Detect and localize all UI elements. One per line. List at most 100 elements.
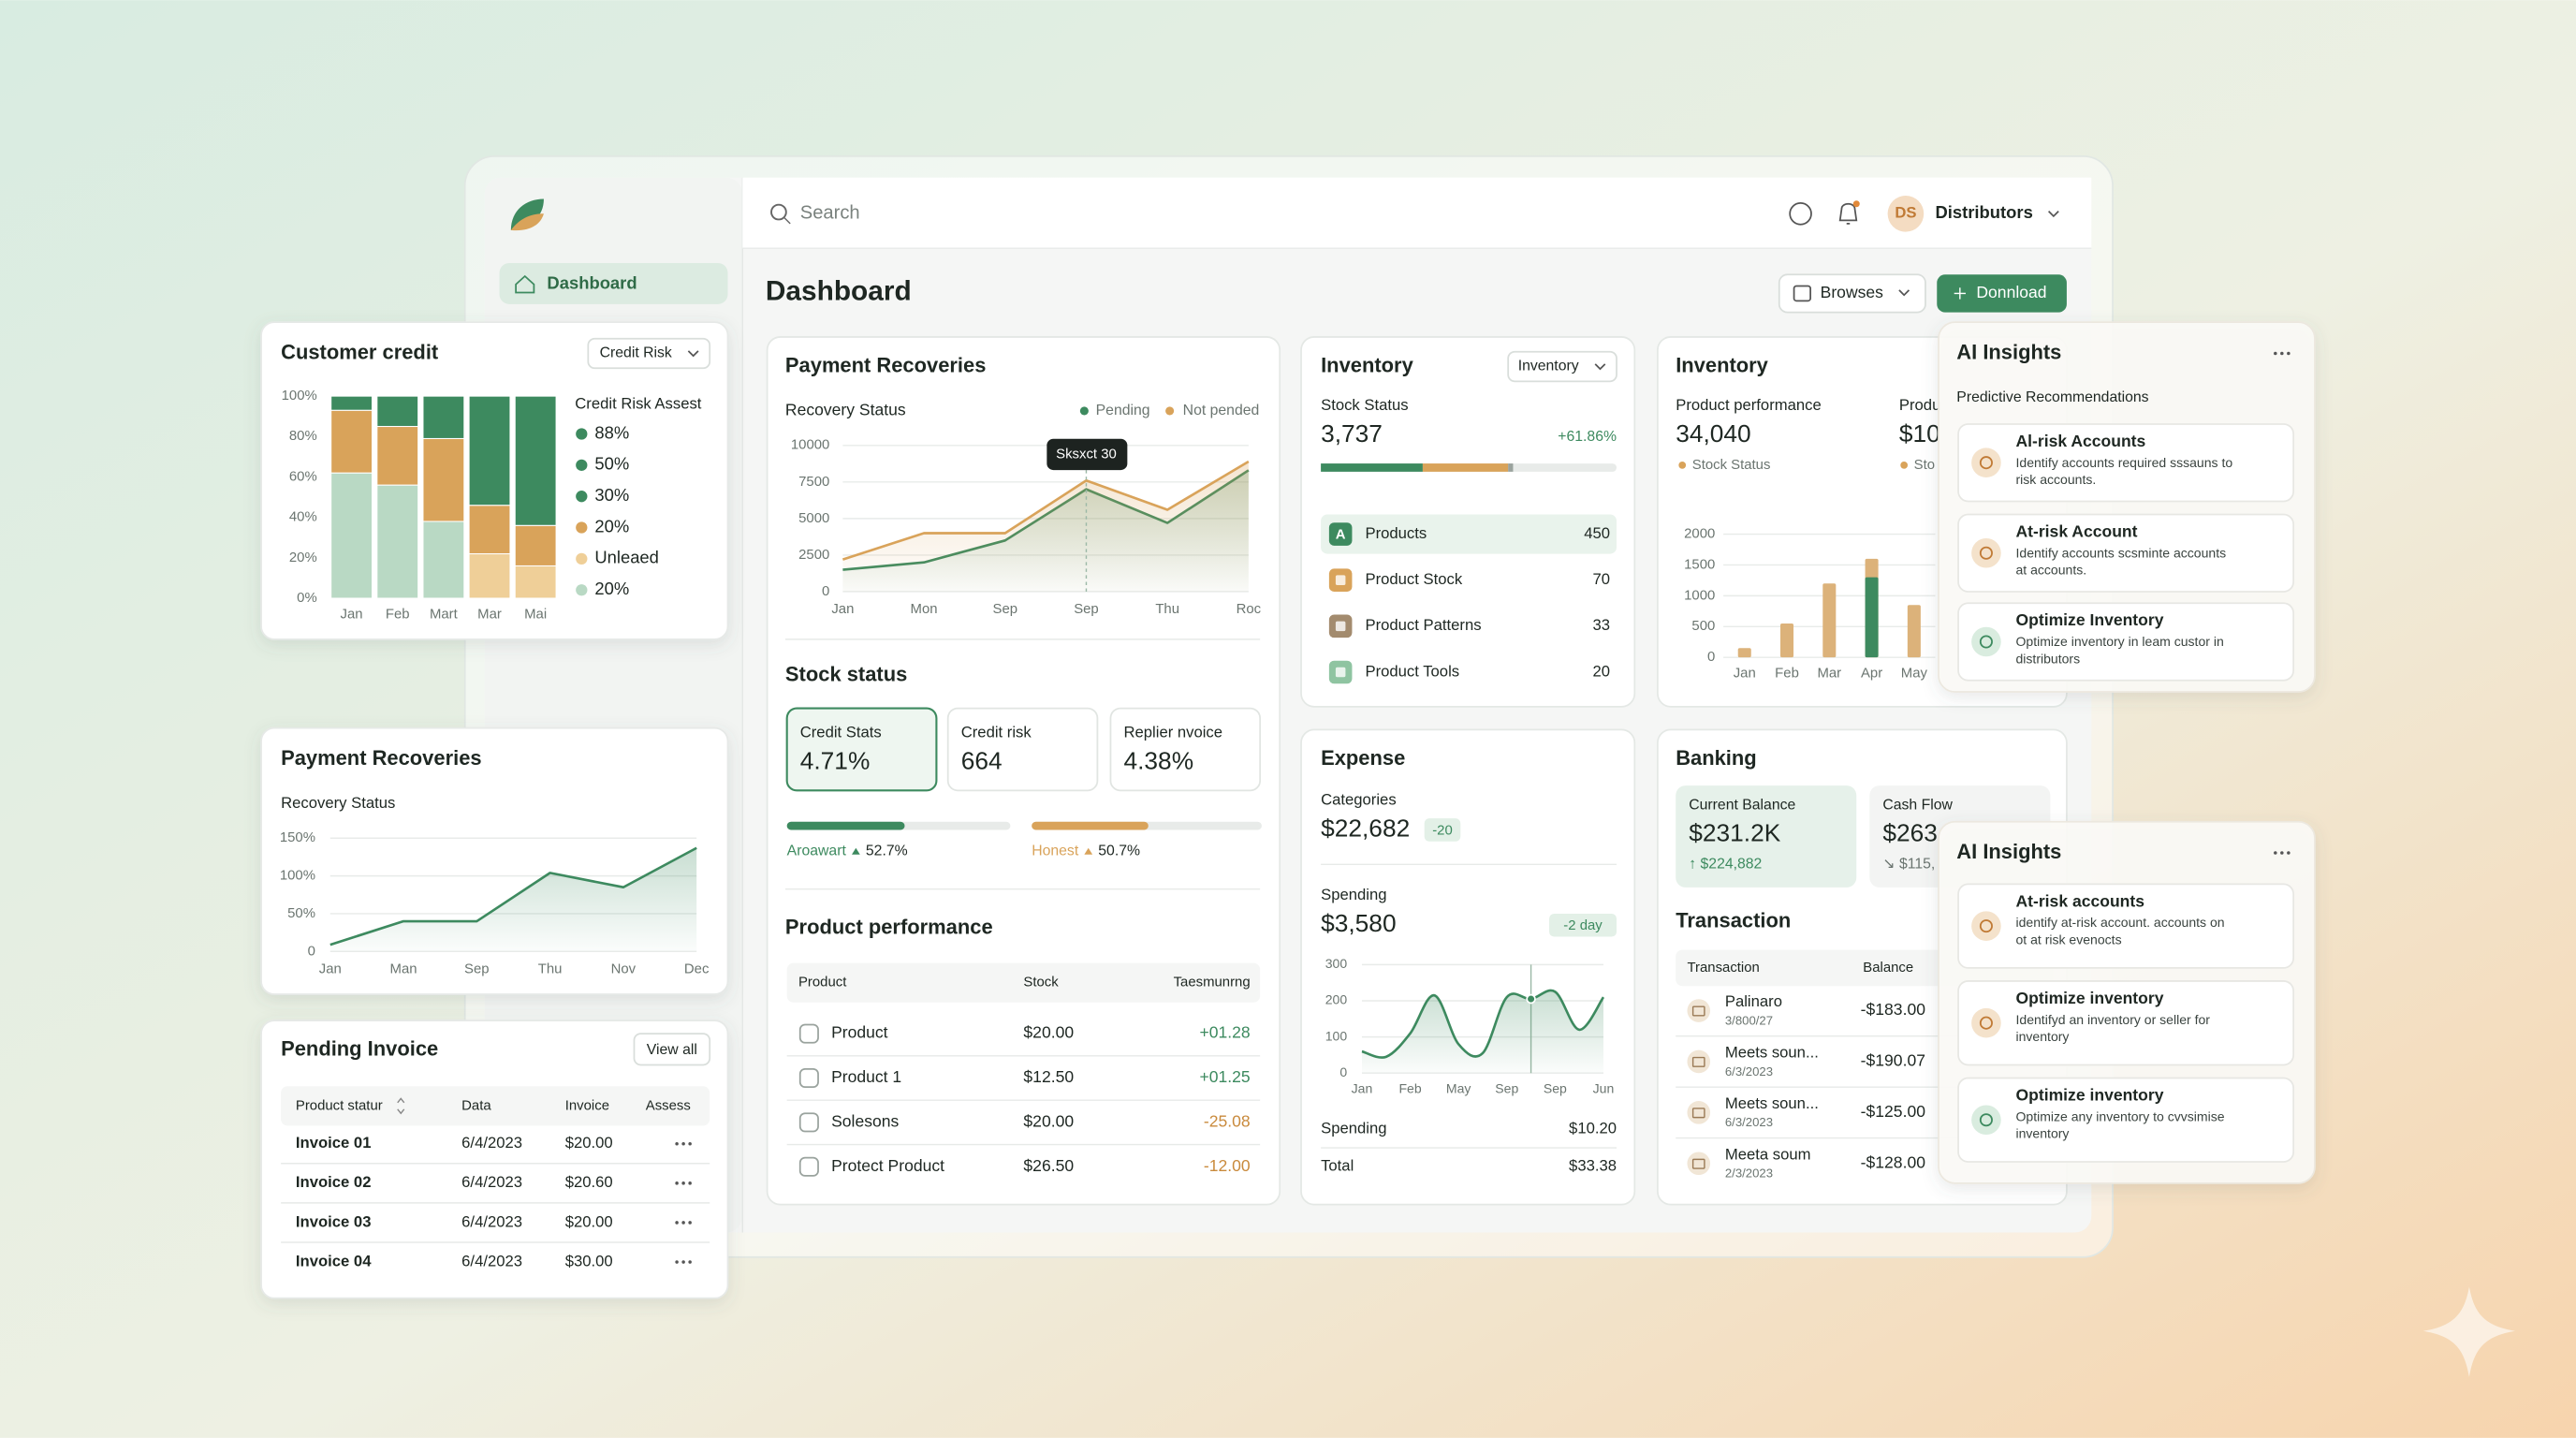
item-count: 33 (1592, 616, 1610, 634)
balance-value: $263 (1882, 819, 1938, 847)
y-tick-label: 50% (287, 906, 315, 921)
chevron-icon (1898, 289, 1910, 297)
table-cell: +01.25 (1199, 1067, 1250, 1086)
bar (1780, 623, 1794, 658)
table-cell: 6/4/2023 (461, 1252, 522, 1269)
help-icon[interactable] (1789, 202, 1812, 226)
more-icon (681, 1141, 685, 1146)
dropdown[interactable] (587, 337, 711, 370)
y-tick-label: 1500 (1684, 557, 1715, 572)
legend-swatch (576, 584, 588, 596)
row-icon (798, 1023, 819, 1044)
x-tick-label: Sep (1544, 1080, 1567, 1095)
column-header: Transaction (1687, 961, 1759, 976)
more-icon (675, 1221, 679, 1225)
x-tick-label: Feb (1775, 667, 1799, 682)
card-title: Customer credit (281, 340, 439, 363)
button-primary[interactable] (1937, 274, 2067, 313)
dropdown-label[interactable]: Inventory (1518, 359, 1579, 374)
progress-bar (786, 821, 905, 830)
insight-item[interactable] (1957, 1077, 2294, 1163)
line (329, 846, 697, 946)
area (842, 461, 1249, 592)
card-title: AI Insights (1956, 840, 2061, 863)
insight-icon-glyph (1979, 546, 1993, 560)
legend-swatch (576, 521, 588, 534)
insight-description: at accounts. (2016, 563, 2087, 578)
up-arrow-icon (1084, 847, 1093, 855)
y-tick-label: 500 (1691, 619, 1715, 634)
card-title: Payment Recoveries (785, 353, 986, 376)
dropdown[interactable] (1507, 350, 1617, 383)
insight-icon-glyph (1979, 1113, 1993, 1127)
x-tick-label: Mart (430, 607, 459, 622)
x-tick-label: Sep (993, 602, 1018, 617)
metric-label: Spending (1321, 886, 1386, 903)
insight-icon (1971, 911, 2001, 941)
table-cell: $12.50 (1023, 1067, 1074, 1086)
insight-description: Identify accounts scsminte accounts (2016, 545, 2227, 560)
stat-label: Replier nvoice (1123, 723, 1222, 741)
nav-item-active[interactable] (499, 262, 728, 304)
legend-label: 50% (594, 454, 629, 474)
button-label[interactable]: Donnload (1976, 283, 2046, 301)
bar (376, 484, 419, 599)
more-icon (681, 1181, 685, 1185)
user-name[interactable]: Distributors (1936, 202, 2033, 222)
bar (422, 395, 465, 439)
button-label[interactable]: Browses (1821, 283, 1884, 301)
button-label[interactable]: View all (647, 1042, 697, 1058)
topbar (742, 177, 2092, 249)
page-title: Dashboard (766, 275, 912, 306)
column-header: Stock (1023, 976, 1059, 990)
insight-item[interactable] (1957, 513, 2294, 593)
button[interactable] (633, 1033, 711, 1066)
insight-description: Optimize inventory in leam custor in (2016, 634, 2224, 649)
y-tick-label: 2500 (798, 548, 829, 563)
table-cell: Invoice 02 (296, 1173, 372, 1191)
bell-icon[interactable] (1838, 202, 1858, 225)
insight-item[interactable] (1957, 423, 2294, 503)
status-bar-segment (1321, 463, 1423, 472)
legend-label: Pending (1096, 403, 1150, 418)
card-subtitle: Predictive Recommendations (1956, 389, 2148, 405)
y-tick-label: 200 (1325, 992, 1348, 1007)
bank-icon (1687, 1152, 1711, 1176)
balance-change: ↘ $115, (1882, 856, 1935, 872)
x-tick-label: Mon (911, 602, 938, 617)
progress-bar (1032, 821, 1149, 830)
y-tick-label: 100 (1325, 1028, 1348, 1043)
nav-label[interactable]: Dashboard (547, 273, 637, 293)
insight-item[interactable] (1957, 602, 2294, 682)
table-cell: +01.28 (1199, 1023, 1250, 1042)
column-header: Product (798, 976, 847, 990)
insight-description: identify at-risk account. accounts on (2016, 915, 2225, 930)
status-bar-segment (1508, 463, 1514, 472)
item-name: Product Stock (1365, 570, 1462, 588)
balance-label: Current Balance (1689, 797, 1795, 813)
legend-swatch (576, 428, 588, 440)
x-tick-label: Dec (684, 962, 710, 977)
table-cell: -25.08 (1204, 1112, 1251, 1131)
y-tick-label: 10000 (791, 438, 829, 453)
metric-label: Stock Status (1321, 396, 1409, 414)
stat-value: 4.71% (800, 746, 871, 774)
insight-item[interactable] (1957, 883, 2294, 969)
x-tick-label: Jan (319, 962, 342, 977)
insight-item[interactable] (1957, 980, 2294, 1066)
more-icon (688, 1221, 692, 1225)
insight-title: At-risk accounts (2016, 891, 2145, 910)
dropdown-label[interactable]: Credit Risk (600, 345, 672, 361)
insight-title: Optimize Inventory (2016, 610, 2164, 629)
column-header: Product statur (296, 1098, 383, 1113)
y-tick-label: 0 (308, 944, 315, 959)
more-icon (688, 1181, 692, 1185)
insight-icon (1971, 626, 2001, 657)
x-tick-label: Mar (1817, 667, 1841, 682)
metric-label: Produ (1899, 396, 1940, 414)
search-input[interactable]: Search (800, 203, 860, 224)
button[interactable] (1778, 273, 1926, 314)
logo (510, 213, 544, 231)
more-icon (688, 1260, 692, 1264)
